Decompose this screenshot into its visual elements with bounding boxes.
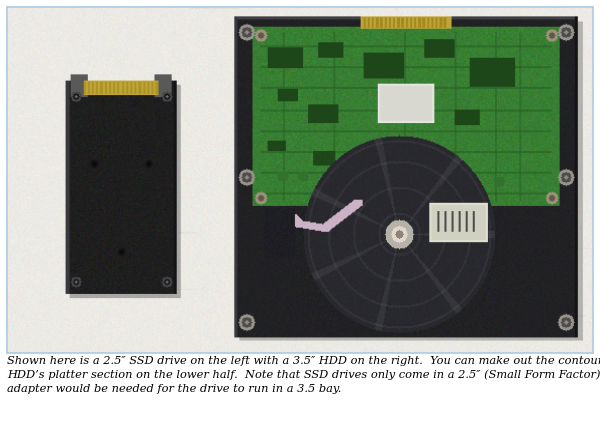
Text: Shown here is a 2.5″ SSD drive on the left with a 3.5″ HDD on the right.  You ca: Shown here is a 2.5″ SSD drive on the le… bbox=[7, 357, 600, 394]
